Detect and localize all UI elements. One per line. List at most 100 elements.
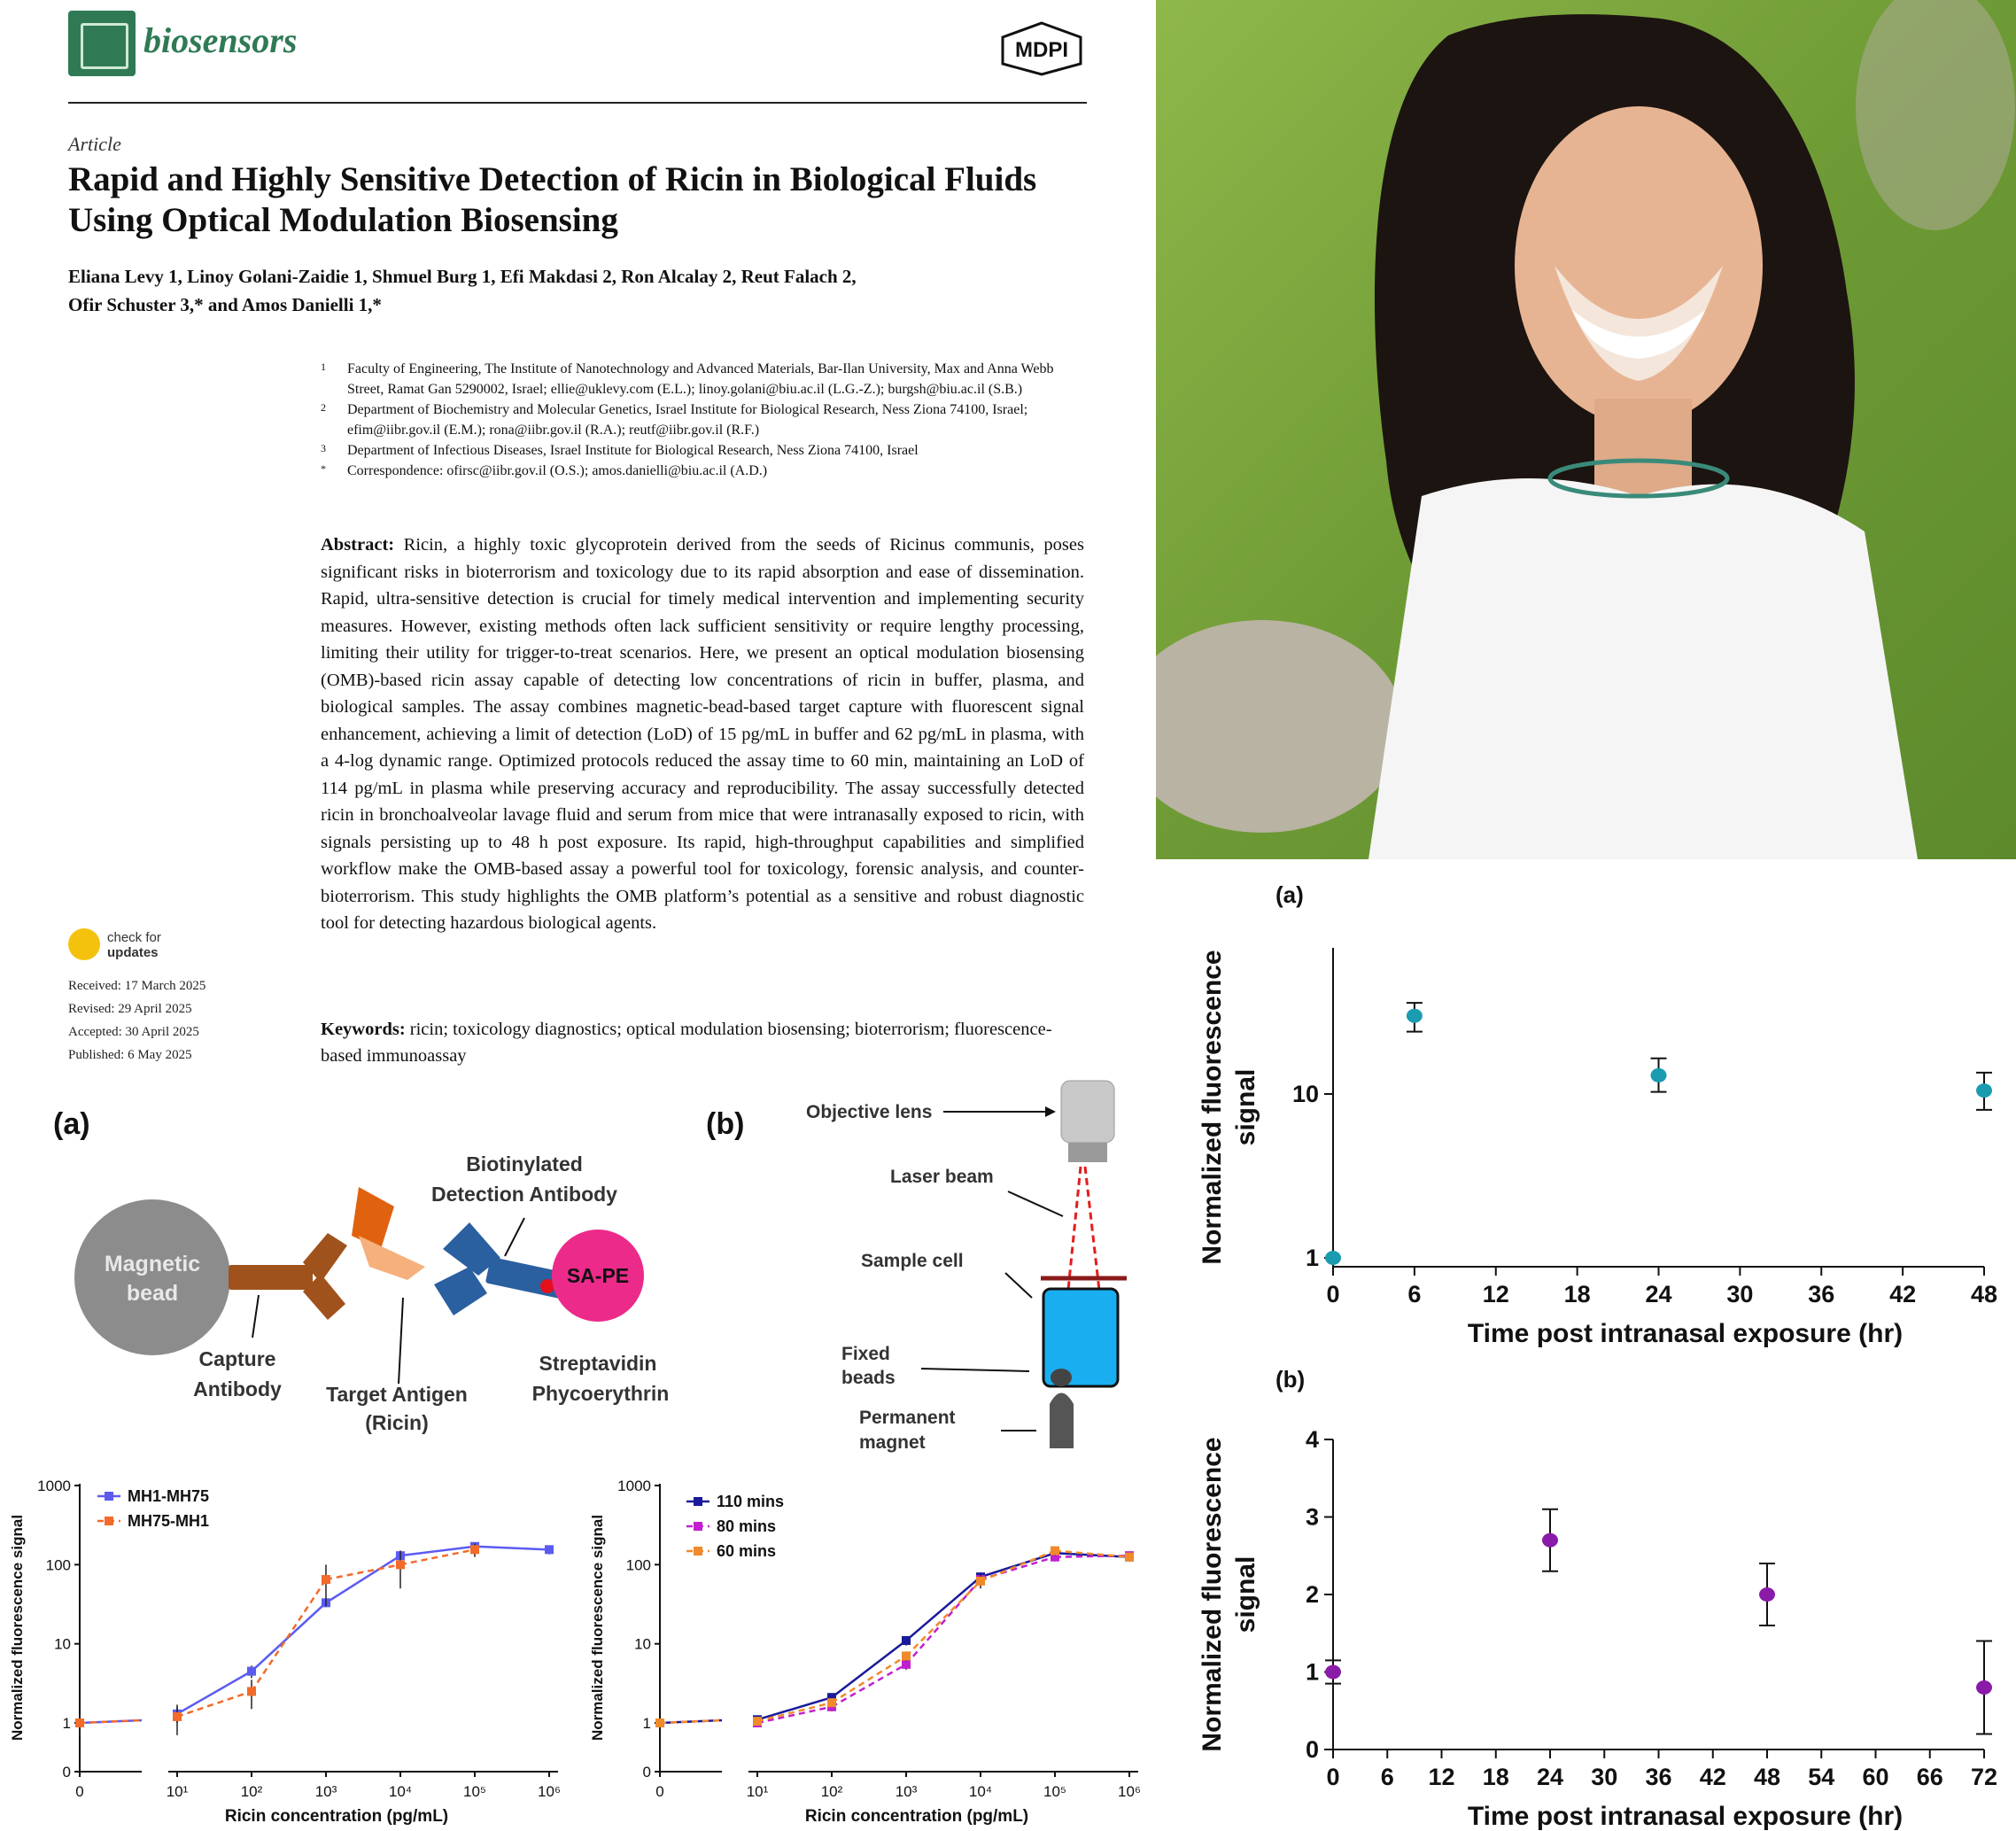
capture-label-2: Antibody <box>193 1377 282 1400</box>
x-tick-label: 6 <box>1381 1764 1394 1790</box>
abstract-label: Abstract: <box>321 535 395 555</box>
series-line <box>1054 1554 1130 1558</box>
y-tick-label: 1 <box>1306 1245 1319 1271</box>
x-tick-label: 48 <box>1754 1764 1780 1790</box>
x-tick-label: 10³ <box>896 1783 918 1800</box>
y-tick-label: 100 <box>626 1556 651 1573</box>
x-tick-label: 66 <box>1917 1764 1943 1790</box>
legend-marker <box>694 1522 702 1531</box>
detection-antibody <box>434 1222 570 1315</box>
journal-logo-icon <box>68 11 136 76</box>
series-line <box>831 1639 907 1699</box>
x-tick-label: 24 <box>1645 1281 1671 1307</box>
y-tick-label: 1000 <box>617 1478 651 1494</box>
x-tick-label: 60 <box>1862 1764 1888 1790</box>
data-point <box>1976 1083 1992 1098</box>
antigen-arrow <box>398 1297 404 1385</box>
check-icon <box>68 928 100 960</box>
series-line <box>399 1545 476 1557</box>
x-tick-label: 30 <box>1591 1764 1617 1790</box>
journal-name: biosensors <box>143 20 298 60</box>
portrait-photo <box>1156 0 2016 859</box>
series-line <box>831 1655 907 1704</box>
x-tick-label: 10¹ <box>747 1783 769 1800</box>
x-tick-label: 10⁵ <box>463 1783 486 1800</box>
y-tick-label: 10 <box>634 1636 651 1653</box>
y-axis-label-2: signal <box>1231 1556 1260 1633</box>
affiliation-3: 3 Department of Infectious Diseases, Isra… <box>321 442 919 458</box>
series-line <box>1054 1552 1130 1558</box>
y-tick-label: 1 <box>1306 1659 1319 1686</box>
correspondence: * Correspondence: ofirsc@iibr.gov.il (O.S… <box>321 462 768 478</box>
x-tick-label: 12 <box>1483 1281 1509 1307</box>
abstract: Abstract: Ricin, a highly toxic glycopro… <box>321 531 1084 937</box>
series-line <box>79 1719 143 1725</box>
series-line <box>756 1696 833 1721</box>
objective-label: Objective lens <box>806 1102 932 1122</box>
laser-label: Laser beam <box>890 1167 994 1187</box>
data-point <box>1325 1664 1341 1680</box>
fixed-beads-label-1: Fixed <box>841 1344 890 1364</box>
figure-label-a: (a) <box>53 1107 90 1141</box>
x-tick-label: 36 <box>1645 1764 1671 1790</box>
series-line <box>980 1549 1056 1583</box>
sa-pe-label: SA-PE <box>567 1264 629 1287</box>
y-tick-label: 100 <box>46 1556 71 1573</box>
series-line <box>250 1579 328 1693</box>
series-line <box>399 1548 476 1566</box>
capture-antibody <box>229 1233 347 1320</box>
assay-schematic: Magnetic bead Capture Antibody Target An… <box>74 1152 669 1434</box>
x-tick-label: 12 <box>1428 1764 1454 1790</box>
y-tick-label: 0 <box>63 1764 71 1781</box>
time-course-chart-a: (a) 10 10 6 12 18 24 30 36 42 48 Time post intranas… <box>1198 881 1997 1348</box>
fixed-beads <box>1051 1369 1072 1386</box>
x-tick-label: 18 <box>1564 1281 1591 1307</box>
series-line <box>756 1701 833 1723</box>
y-tick-label: 4 <box>1306 1426 1319 1453</box>
x-tick-label: 0 <box>655 1783 663 1800</box>
affiliation-2: 2 Department of Biochemistry and Molecula… <box>321 401 1028 438</box>
antigen-label-1: Target Antigen <box>326 1383 468 1406</box>
x-tick-label: 6 <box>1407 1281 1421 1307</box>
antigen-light <box>359 1236 425 1280</box>
x-tick-label: 72 <box>1971 1764 1997 1790</box>
sa-pe <box>552 1230 644 1322</box>
data-point <box>1542 1532 1558 1548</box>
y-tick-label: 10 <box>54 1636 71 1653</box>
legend-marker <box>694 1547 702 1556</box>
affiliation-1: 1 Faculty of Engineering, The Institute o… <box>321 361 1054 397</box>
publication-dates: Received: 17 March 2025 Revised: 29 Apri… <box>68 974 205 1067</box>
date-published: Published: 6 May 2025 <box>68 1048 192 1062</box>
antigen-dark <box>352 1187 394 1249</box>
magnet-label-2: magnet <box>859 1432 926 1453</box>
x-tick-label: 18 <box>1483 1764 1509 1790</box>
capture-arrow <box>252 1294 260 1338</box>
abstract-text: Ricin, a highly toxic glycoprotein deriv… <box>321 535 1084 933</box>
series-line <box>905 1579 981 1665</box>
detection-label-1: Biotinylated <box>466 1152 583 1175</box>
article-type: Article <box>68 133 121 155</box>
x-tick-label: 54 <box>1808 1764 1834 1790</box>
magnet-label-1: Permanent <box>859 1408 956 1428</box>
date-received: Received: 17 March 2025 <box>68 979 206 993</box>
date-accepted: Accepted: 30 April 2025 <box>68 1025 199 1039</box>
antigen-label-2: (Ricin) <box>365 1411 429 1434</box>
y-tick-label: 2 <box>1306 1581 1319 1608</box>
y-axis-label-1: Normalized fluorescence <box>1198 1437 1227 1751</box>
detection-label-2: Detection Antibody <box>431 1183 617 1206</box>
series-line <box>176 1690 252 1719</box>
date-revised: Revised: 29 April 2025 <box>68 1002 192 1016</box>
magnetic-bead <box>74 1199 230 1355</box>
fixed-beads-label-2: beads <box>841 1368 896 1388</box>
y-axis-label: Normalized fluorescence signal <box>589 1515 606 1741</box>
streptavidin-label-1: Streptavidin <box>539 1352 657 1375</box>
objective-lens-icon <box>1060 1080 1115 1144</box>
legend-label: MH75-MH1 <box>128 1512 209 1530</box>
sample-cell-label: Sample cell <box>861 1251 964 1271</box>
y-tick-label: 1 <box>643 1715 651 1732</box>
y-tick-label: 0 <box>1306 1736 1319 1763</box>
x-tick-label: 10³ <box>315 1783 337 1800</box>
y-axis-label-2: signal <box>1231 1069 1260 1146</box>
